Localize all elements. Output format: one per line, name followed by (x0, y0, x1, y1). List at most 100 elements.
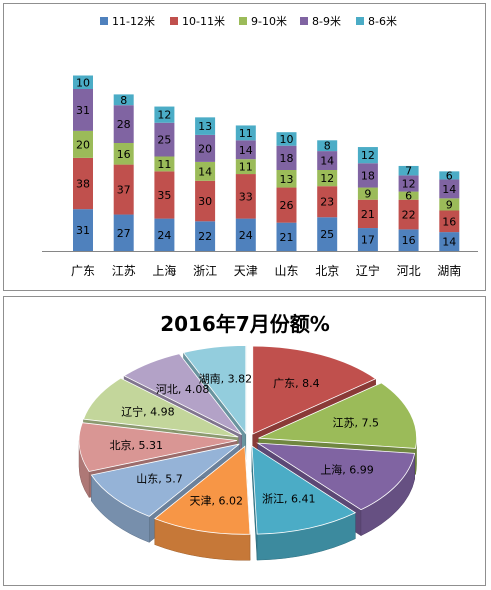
bar-segment-5-2 (276, 170, 297, 188)
bar-value-label-3-0: 22 (198, 230, 212, 243)
x-tick-label-1: 江苏 (112, 264, 136, 278)
pie-slice-top-1 (258, 382, 417, 449)
pie-data-label-6: 北京, 5.31 (109, 438, 163, 452)
pie-data-label-4: 天津, 6.02 (190, 494, 244, 507)
bar-segment-5-0 (276, 222, 297, 251)
bar-value-label-7-1: 21 (361, 208, 375, 221)
bar-segment-0-4 (73, 75, 93, 89)
bar-segment-6-4 (317, 140, 338, 152)
bar-value-label-4-1: 33 (239, 190, 253, 203)
pie-chart-title: 2016年7月份额% (160, 312, 330, 336)
bar-value-label-5-0: 21 (280, 231, 294, 244)
bar-value-label-9-4: 6 (446, 169, 453, 182)
stacked-bar-chart-panel: 11-12米 10-11米 9-10米 8-9米 8-6米 31 38 20 31 10 广东 27 3… (3, 3, 486, 291)
legend-swatch-2 (239, 17, 247, 25)
pie-slice-3 (251, 445, 357, 561)
bar-value-label-1-1: 37 (117, 184, 131, 197)
bar-segment-1-2 (113, 143, 134, 165)
x-tick-label-7: 辽宁 (356, 263, 380, 278)
bar-segment-0-0 (73, 209, 93, 251)
bar-segment-8-2 (398, 191, 419, 200)
bar-value-label-5-1: 26 (280, 199, 294, 212)
bar-value-label-7-2: 9 (364, 188, 371, 201)
bar-segment-2-2 (154, 156, 175, 172)
legend-label-3: 8-9米 (312, 15, 341, 28)
bar-value-label-7-0: 17 (361, 234, 375, 247)
bar-segment-3-4 (195, 117, 216, 135)
bar-segment-8-3 (398, 175, 419, 192)
bar-value-label-6-3: 14 (320, 155, 334, 168)
bar-segment-7-2 (357, 187, 378, 200)
bar-value-label-9-1: 16 (442, 215, 456, 228)
legend-label-2: 9-10米 (251, 15, 287, 28)
x-tick-label-2: 上海 (152, 263, 176, 278)
x-tick-label-4: 天津 (234, 264, 258, 278)
bar-segment-2-1 (154, 171, 175, 219)
pie-slice-top-3 (251, 445, 357, 535)
bar-value-label-8-0: 16 (402, 234, 416, 247)
bar-value-label-4-0: 24 (239, 229, 253, 242)
bar-segment-7-3 (357, 163, 378, 188)
bar-segment-0-2 (73, 130, 93, 158)
bar-segment-9-4 (439, 171, 460, 180)
x-tick-label-9: 湖南 (437, 263, 461, 278)
legend-swatch-3 (300, 17, 308, 25)
bar-segment-9-0 (439, 232, 460, 251)
bar-segment-2-3 (154, 122, 175, 157)
pie-slice-top-6 (78, 422, 238, 472)
pie-slice-4 (154, 445, 251, 561)
bar-value-label-4-3: 14 (239, 144, 253, 157)
bar-segment-4-4 (235, 125, 256, 141)
pie-slice-top-0 (252, 345, 377, 435)
bar-segment-2-0 (154, 218, 175, 251)
bar-value-label-6-4: 8 (324, 140, 331, 153)
x-tick-label-6: 北京 (315, 264, 339, 278)
bar-segment-7-1 (357, 199, 378, 229)
bar-value-label-1-0: 27 (117, 227, 131, 240)
bar-segment-3-2 (195, 161, 216, 181)
pie-data-label-5: 山东, 5.7 (136, 473, 183, 486)
bar-value-label-5-4: 10 (280, 133, 294, 146)
bar-segment-7-4 (357, 147, 378, 164)
pie-data-label-3: 浙江, 6.41 (262, 493, 316, 506)
bar-value-label-8-4: 7 (405, 165, 412, 178)
bar-segment-6-2 (317, 170, 338, 187)
bar-segment-5-1 (276, 187, 297, 223)
bar-segment-7-0 (357, 228, 378, 251)
bar-value-label-8-1: 22 (402, 209, 416, 222)
bar-value-label-5-3: 18 (280, 152, 294, 165)
pie-slice-top-4 (154, 445, 251, 535)
bar-segment-4-2 (235, 159, 256, 175)
bar-segment-5-4 (276, 132, 297, 146)
bar-value-label-3-1: 30 (198, 195, 212, 208)
legend-swatch-4 (356, 17, 364, 25)
bar-value-label-2-1: 35 (157, 189, 171, 202)
pie-data-label-9: 湖南, 3.82 (199, 372, 253, 385)
pie-slice-top-5 (90, 443, 240, 517)
bar-segment-6-0 (317, 217, 338, 251)
pie-data-label-2: 上海, 6.99 (320, 462, 374, 476)
x-tick-label-0: 广东 (71, 264, 95, 278)
bar-value-label-0-4: 10 (76, 76, 90, 89)
bar-segment-1-0 (113, 214, 134, 251)
bar-value-label-8-3: 12 (402, 178, 416, 191)
pie-slice-top-9 (182, 345, 247, 435)
bar-value-label-1-4: 8 (120, 94, 127, 107)
bar-value-label-1-2: 16 (117, 148, 131, 161)
bar-segment-4-3 (235, 140, 256, 160)
bar-value-label-5-2: 13 (280, 173, 294, 186)
bar-segment-9-1 (439, 210, 460, 233)
bar-value-label-3-3: 20 (198, 142, 212, 155)
bar-segment-2-4 (154, 106, 175, 123)
bar-segment-4-1 (235, 174, 256, 219)
pie-data-label-8: 河北, 4.08 (156, 383, 210, 396)
bar-value-label-2-0: 24 (157, 229, 171, 242)
bar-value-label-6-2: 12 (320, 172, 334, 185)
pie-chart-panel: 2016年7月份额% 广东, 8.4 江苏, 7.5 上海, 6.99 浙江, 6.4… (3, 296, 486, 586)
bar-segment-8-4 (398, 165, 419, 176)
bar-segment-3-0 (195, 221, 216, 251)
bar-value-label-0-0: 31 (76, 224, 90, 237)
bar-value-label-0-3: 31 (76, 104, 90, 117)
bar-value-label-4-2: 11 (239, 161, 253, 174)
bar-value-label-1-3: 28 (117, 118, 131, 131)
